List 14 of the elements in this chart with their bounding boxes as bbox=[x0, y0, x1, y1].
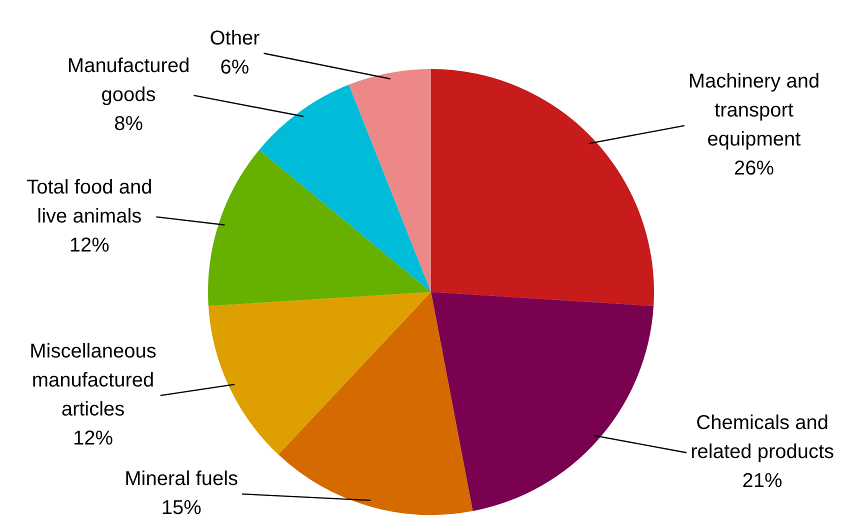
slice-label: Miscellaneous manufactured articles bbox=[30, 340, 156, 420]
data-label: 21% bbox=[742, 470, 783, 492]
slice-label: Total food and live animals bbox=[26, 176, 152, 228]
slice-label: Machinery and transport equipment bbox=[688, 70, 820, 151]
data-label: 12% bbox=[69, 234, 110, 256]
slice-label: Manufactured goods bbox=[67, 54, 190, 106]
slice-label: Mineral fuels bbox=[124, 468, 238, 490]
data-label: 6% bbox=[220, 56, 250, 78]
data-label: 15% bbox=[161, 497, 202, 520]
data-label: 8% bbox=[114, 112, 144, 135]
slice-label: Chemicals and related products bbox=[690, 412, 834, 464]
data-label: 12% bbox=[72, 427, 114, 450]
data-label: 26% bbox=[734, 158, 774, 180]
slice-label: Other bbox=[210, 27, 260, 50]
